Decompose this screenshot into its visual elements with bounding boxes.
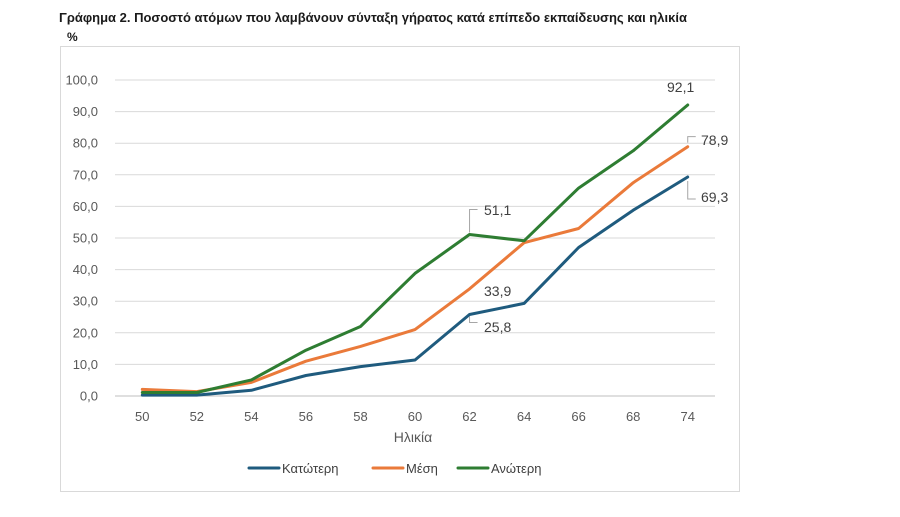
legend-label: Κατώτερη	[282, 461, 339, 476]
data-labels: 51,1 33,9 25,8 92,1 78,9 69,3	[469, 79, 728, 335]
x-tick-label: 66	[571, 409, 585, 424]
x-tick-label: 54	[244, 409, 258, 424]
y-axis-ticks: 0,0 10,0 20,0 30,0 40,0 50,0 60,0 70,0 80,0 90,0 1…	[65, 73, 98, 404]
legend-label: Μέση	[406, 461, 438, 476]
y-unit-label: %	[67, 30, 78, 44]
x-axis-title: Ηλικία	[394, 429, 432, 445]
data-label: 92,1	[667, 79, 694, 95]
x-tick-label: 62	[462, 409, 476, 424]
x-tick-label: 52	[190, 409, 204, 424]
x-tick-label: 64	[517, 409, 531, 424]
data-label: 25,8	[484, 319, 511, 335]
x-tick-label: 56	[299, 409, 313, 424]
x-axis-ticks: 50 52 54 56 58 60 62 64 66 68 74	[135, 409, 695, 424]
chart-frame	[60, 46, 740, 492]
y-tick-label: 30,0	[73, 294, 98, 309]
x-tick-label: 68	[626, 409, 640, 424]
data-label: 69,3	[701, 189, 728, 205]
gridlines	[115, 79, 715, 397]
series-line	[140, 103, 690, 394]
label-leader	[469, 316, 478, 323]
y-tick-label: 0,0	[80, 389, 98, 404]
y-tick-label: 50,0	[73, 231, 98, 246]
y-tick-label: 20,0	[73, 325, 98, 340]
x-tick-label: 60	[408, 409, 422, 424]
series-line	[140, 175, 690, 397]
y-tick-label: 80,0	[73, 136, 98, 151]
data-label: 78,9	[701, 132, 728, 148]
y-tick-label: 40,0	[73, 262, 98, 277]
y-tick-label: 100,0	[65, 73, 98, 88]
y-tick-label: 90,0	[73, 104, 98, 119]
x-tick-label: 50	[135, 409, 149, 424]
label-leader	[469, 209, 478, 233]
x-tick-label: 58	[353, 409, 367, 424]
legend: Κατώτερη Μέση Ανώτερη	[247, 461, 541, 476]
label-leader	[687, 136, 696, 143]
series-lines	[140, 103, 690, 397]
y-tick-label: 70,0	[73, 167, 98, 182]
y-tick-label: 60,0	[73, 199, 98, 214]
x-tick-label: 74	[680, 409, 694, 424]
data-label: 51,1	[484, 202, 511, 218]
legend-label: Ανώτερη	[491, 461, 541, 476]
data-label: 33,9	[484, 283, 511, 299]
chart-title: Γράφημα 2. Ποσοστό ατόμων που λαμβάνουν …	[59, 10, 687, 25]
y-tick-label: 10,0	[73, 357, 98, 372]
label-leader	[687, 181, 696, 200]
